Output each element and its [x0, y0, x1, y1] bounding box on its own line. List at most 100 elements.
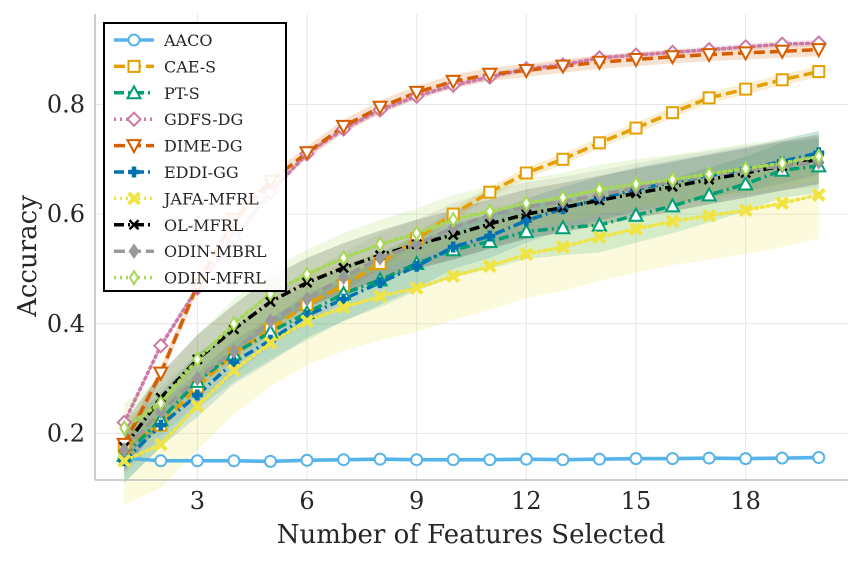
- point-odin-mfrl: [521, 194, 532, 212]
- line-pt-s: [123, 164, 819, 457]
- point-pt-s: [627, 206, 645, 222]
- legend-label-pt-s: PT-S: [164, 84, 200, 103]
- point-dime-dg: [810, 43, 827, 59]
- point-dime-dg: [371, 100, 389, 116]
- point-ol-mfrl: [338, 262, 349, 274]
- legend-marker-pt-s: [125, 84, 143, 100]
- point-jafa-mfrl: [738, 203, 753, 218]
- legend-marker-jafa-mfrl: [127, 191, 141, 206]
- point-jafa-mfrl: [117, 453, 132, 468]
- legend-label-gdfs-dg: GDFS-DG: [164, 110, 243, 129]
- point-aaco: [190, 454, 204, 468]
- point-odin-mfrl: [411, 224, 422, 242]
- point-jafa-mfrl: [811, 188, 826, 202]
- point-dime-dg: [408, 85, 425, 101]
- point-odin-mfrl: [667, 171, 678, 188]
- point-aaco: [519, 452, 533, 466]
- point-eddi-gg: [155, 419, 167, 431]
- point-odin-mbrl: [301, 291, 313, 307]
- x-tick-label: 12: [511, 487, 542, 515]
- point-odin-mfrl: [813, 148, 824, 165]
- point-cae-s: [519, 166, 533, 180]
- axes: [94, 14, 848, 481]
- point-dime-dg: [298, 146, 316, 162]
- y-tick-label: 0.2: [47, 419, 85, 447]
- point-eddi-gg: [484, 230, 496, 242]
- point-jafa-mfrl: [629, 221, 643, 236]
- point-pt-s: [700, 186, 718, 202]
- point-jafa-mfrl: [373, 289, 388, 304]
- point-cae-s: [666, 106, 680, 120]
- point-odin-mbrl: [191, 370, 203, 387]
- y-axis-title: Accuracy: [13, 195, 43, 318]
- point-pt-s: [664, 197, 681, 213]
- band-odin-mfrl: [124, 131, 819, 453]
- point-aaco: [300, 453, 314, 467]
- point-jafa-mfrl: [446, 269, 461, 283]
- point-eddi-gg: [374, 277, 386, 289]
- point-eddi-gg: [411, 260, 423, 272]
- point-eddi-gg: [338, 293, 350, 305]
- point-cae-s: [812, 65, 826, 79]
- point-aaco: [263, 454, 277, 468]
- band-eddi-gg: [124, 130, 819, 483]
- legend: AACO CAE-S PT-S GDFS-DG DIME-DG EDDI-GG JAFA-M…: [103, 22, 287, 292]
- point-odin-mfrl: [740, 160, 751, 178]
- point-odin-mfrl: [484, 202, 495, 220]
- legend-marker-odin-mfrl: [128, 269, 140, 287]
- point-aaco: [337, 453, 351, 467]
- point-gdfs-dg: [152, 337, 169, 354]
- point-dime-dg: [445, 74, 462, 91]
- point-cae-s: [556, 152, 570, 166]
- point-jafa-mfrl: [592, 230, 607, 245]
- point-jafa-mfrl: [153, 437, 168, 452]
- x-tick-label: 9: [409, 487, 424, 515]
- point-dime-dg: [335, 119, 352, 135]
- point-eddi-gg: [520, 215, 532, 227]
- point-odin-mfrl: [155, 394, 166, 412]
- legend-label-odin-mfrl: ODIN-MFRL: [164, 269, 266, 288]
- point-aaco: [410, 453, 424, 467]
- x-tick-label: 3: [190, 487, 205, 515]
- point-dime-dg: [700, 48, 718, 64]
- point-odin-mfrl: [557, 189, 569, 207]
- point-aaco: [556, 453, 570, 467]
- point-jafa-mfrl: [190, 399, 205, 413]
- point-aaco: [812, 451, 826, 465]
- point-odin-mfrl: [228, 315, 240, 333]
- point-aaco: [446, 453, 460, 467]
- point-pt-s: [554, 219, 572, 235]
- point-cae-s: [739, 82, 753, 96]
- y-tick-label: 0.8: [47, 90, 85, 118]
- point-eddi-gg: [447, 241, 459, 253]
- point-cae-s: [702, 91, 716, 105]
- point-odin-mbrl: [265, 313, 276, 329]
- legend-label-eddi-gg: EDDI-GG: [164, 163, 239, 182]
- point-aaco: [373, 452, 387, 466]
- point-odin-mfrl: [777, 154, 788, 172]
- legend-label-odin-mbrl: ODIN-MBRL: [164, 242, 267, 261]
- x-axis-title: Number of Features Selected: [277, 520, 665, 550]
- line-odin-mbrl: [122, 160, 819, 452]
- point-aaco: [775, 451, 789, 465]
- point-aaco: [483, 453, 497, 467]
- point-jafa-mfrl: [555, 240, 570, 254]
- point-jafa-mfrl: [519, 247, 534, 262]
- point-dime-dg: [152, 366, 169, 382]
- line-odin-mfrl: [122, 154, 821, 430]
- legend-marker-ol-mfrl: [128, 219, 140, 231]
- point-aaco: [739, 452, 753, 466]
- legend-marker-dime-dg: [125, 139, 143, 155]
- point-odin-mfrl: [192, 350, 203, 368]
- point-cae-s: [592, 136, 606, 150]
- point-odin-mfrl: [301, 266, 313, 283]
- point-ol-mfrl: [484, 218, 496, 230]
- point-dime-dg: [481, 67, 498, 83]
- point-pt-s: [518, 223, 535, 239]
- point-jafa-mfrl: [263, 336, 278, 350]
- point-jafa-mfrl: [226, 363, 241, 378]
- point-odin-mfrl: [338, 249, 349, 267]
- point-jafa-mfrl: [482, 259, 497, 274]
- point-odin-mfrl: [630, 175, 642, 193]
